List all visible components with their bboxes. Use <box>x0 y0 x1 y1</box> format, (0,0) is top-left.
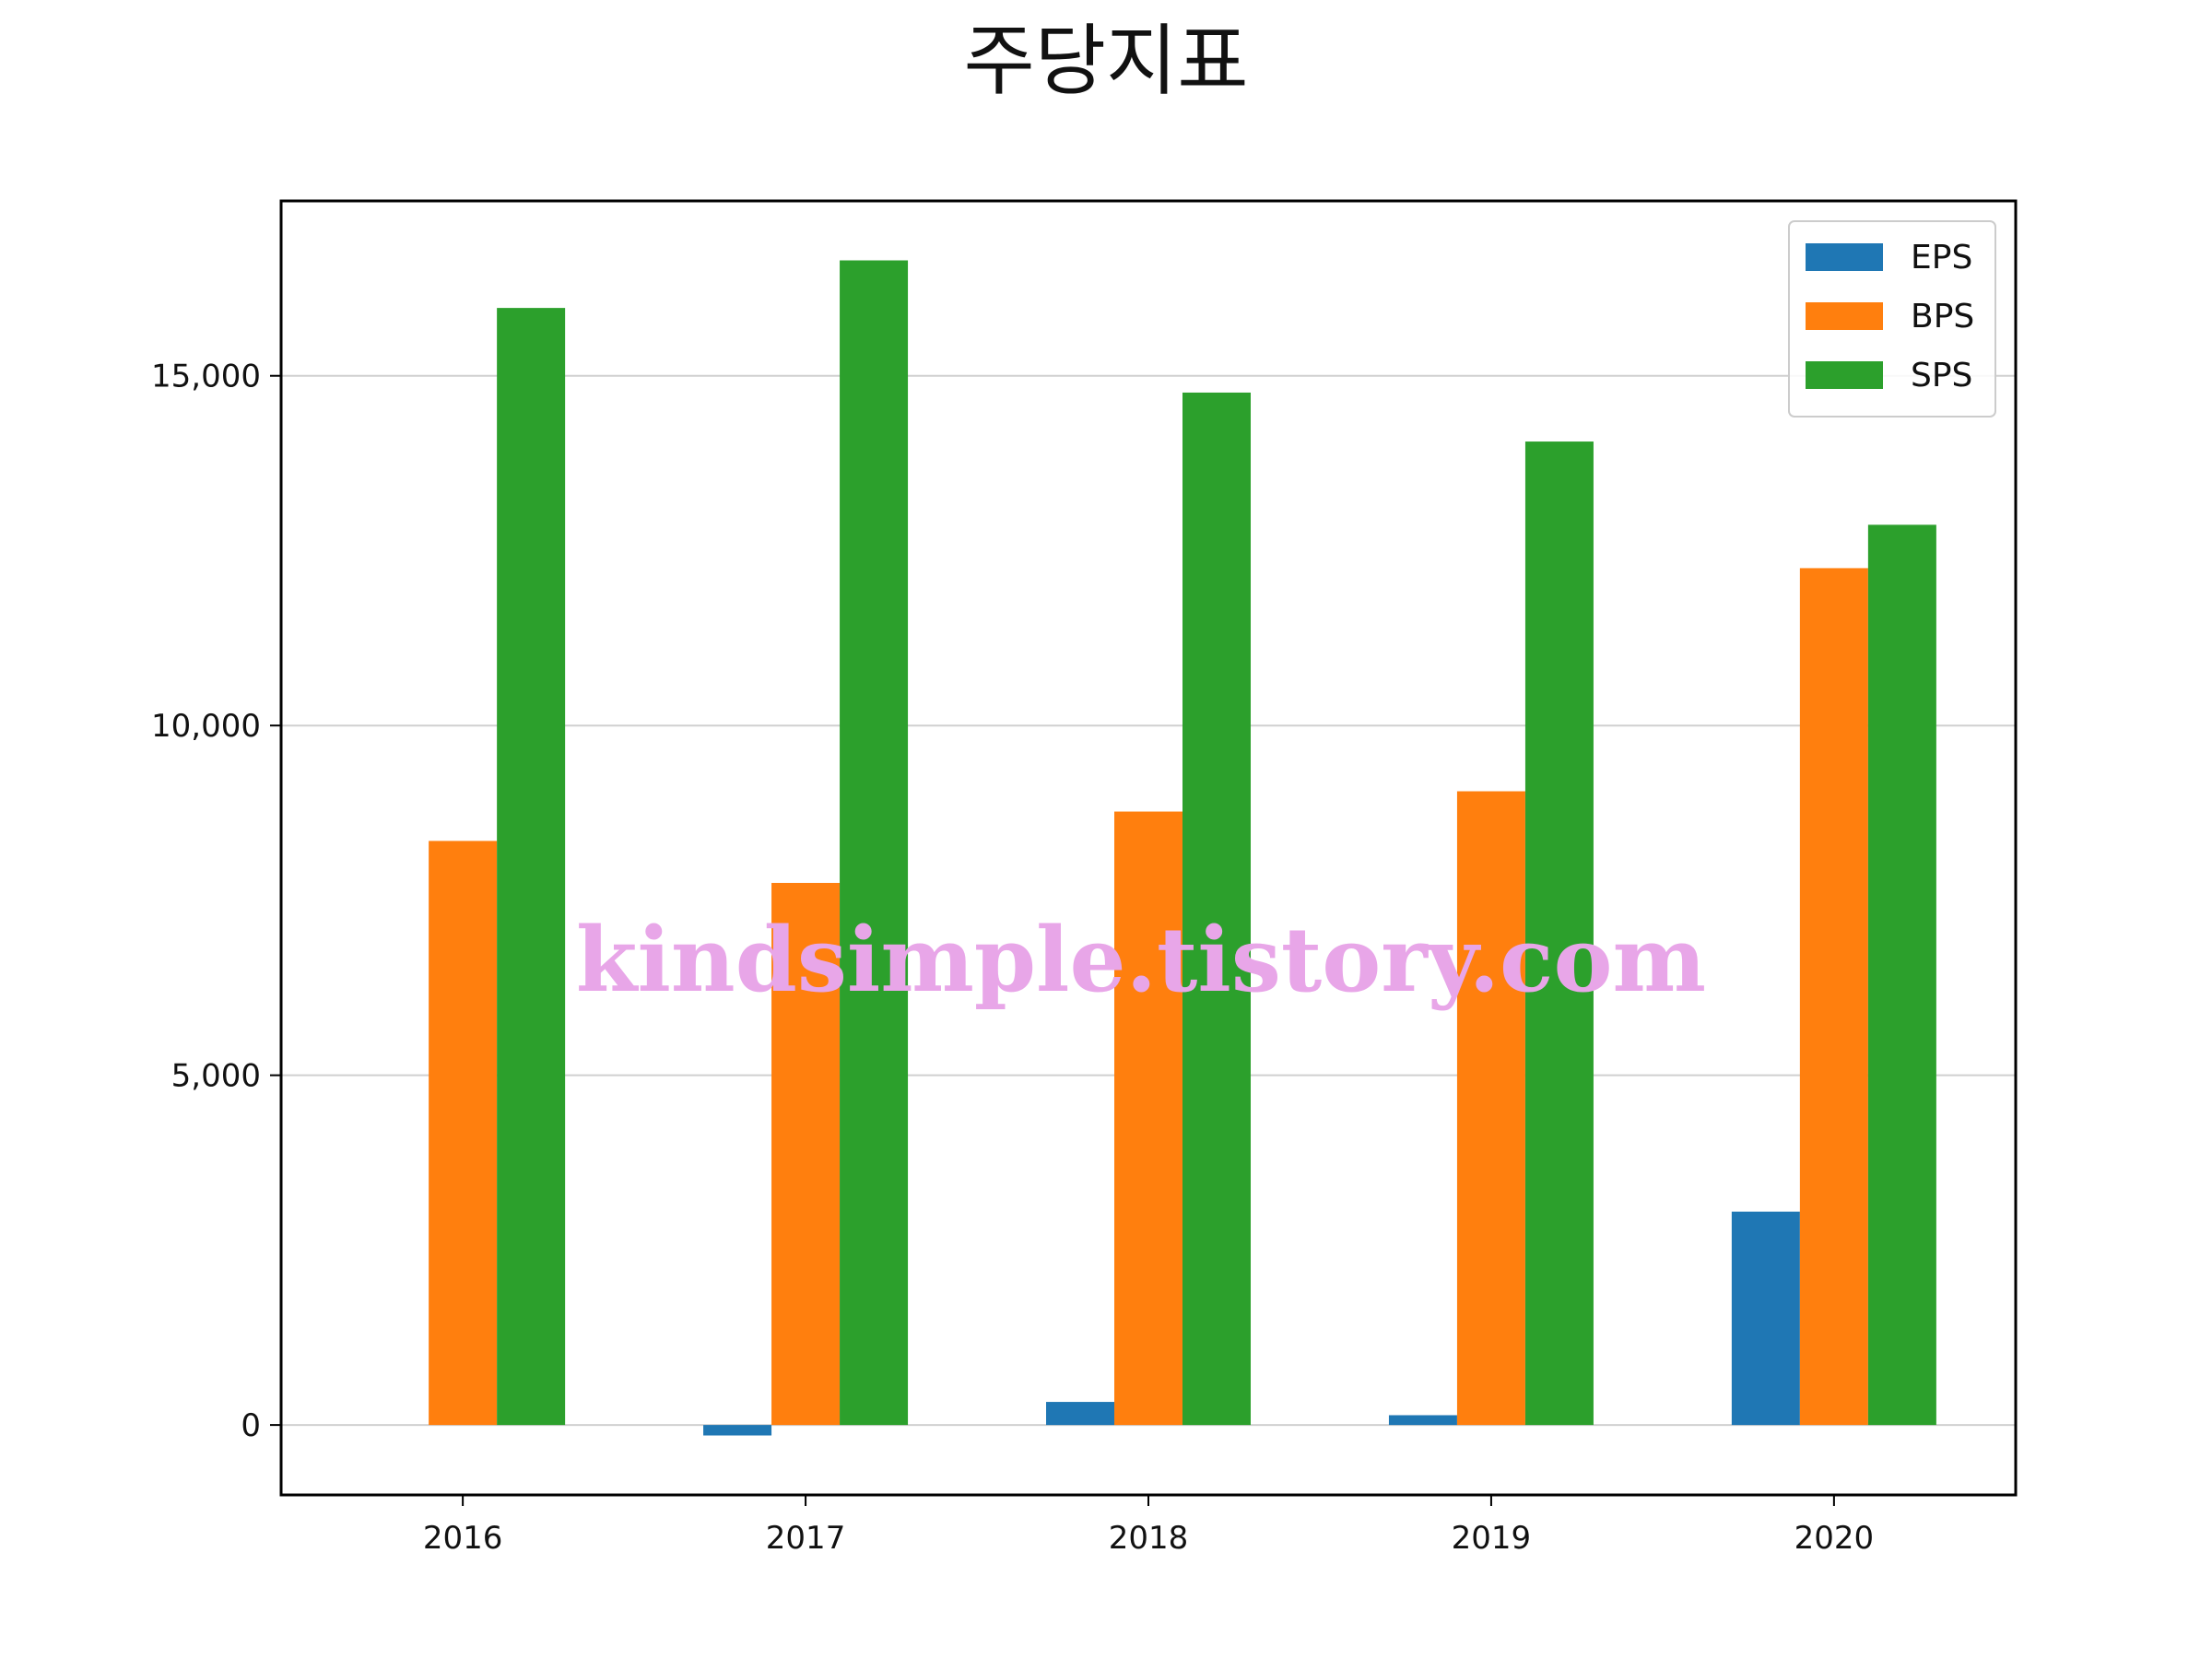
bar-sps-2020 <box>1867 524 1936 1426</box>
bar-bps-2017 <box>771 882 841 1426</box>
watermark-text: kindsimple.tistory.com <box>576 908 1706 1012</box>
x-tick-label: 2016 <box>423 1520 503 1557</box>
bar-sps-2016 <box>497 308 566 1426</box>
legend-swatch-bps <box>1806 302 1883 330</box>
legend-swatch-eps <box>1806 243 1883 271</box>
bar-eps-2017 <box>703 1425 772 1436</box>
x-tick-label: 2018 <box>1109 1520 1189 1557</box>
y-tick-label: 0 <box>241 1407 261 1444</box>
legend: EPS BPS SPS <box>1788 220 1996 418</box>
bar-bps-2019 <box>1456 791 1525 1426</box>
bar-eps-2018 <box>1046 1402 1114 1426</box>
y-tick-label: 10,000 <box>151 708 261 745</box>
bar-eps-2019 <box>1388 1415 1457 1426</box>
bar-bps-2016 <box>429 841 498 1426</box>
x-tick-label: 2020 <box>1794 1520 1875 1557</box>
bar-sps-2017 <box>840 260 909 1426</box>
bar-sps-2018 <box>1182 392 1251 1426</box>
bars <box>360 260 1936 1436</box>
x-axis: 2016 2017 2018 2019 2020 <box>423 1495 1874 1557</box>
bar-eps-2020 <box>1731 1211 1800 1426</box>
legend-swatch-sps <box>1806 361 1883 389</box>
bar-sps-2019 <box>1524 441 1594 1426</box>
y-axis: 0 5,000 10,000 15,000 <box>151 359 281 1444</box>
x-tick-label: 2017 <box>766 1520 846 1557</box>
legend-label-sps: SPS <box>1911 357 1972 394</box>
bar-bps-2020 <box>1799 568 1868 1426</box>
y-tick-label: 5,000 <box>171 1058 261 1095</box>
chart-title: 주당지표 <box>963 16 1248 106</box>
legend-label-eps: EPS <box>1911 239 1972 276</box>
y-tick-label: 15,000 <box>151 359 261 395</box>
legend-label-bps: BPS <box>1911 298 1974 335</box>
bar-bps-2018 <box>1114 811 1182 1426</box>
x-tick-label: 2019 <box>1452 1520 1532 1557</box>
